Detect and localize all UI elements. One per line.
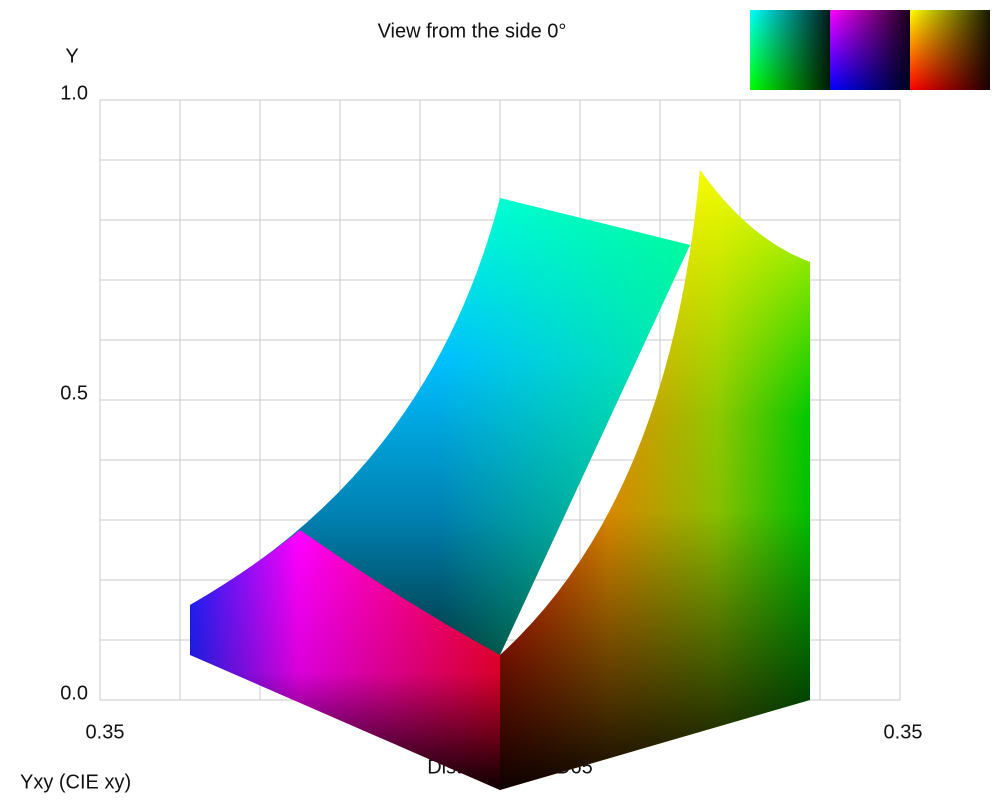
space-label: Yxy (CIE xy) bbox=[20, 771, 131, 793]
y-tick-label: 1.0 bbox=[60, 82, 88, 104]
y-ticks: 0.0 0.5 1.0 bbox=[60, 82, 900, 704]
color-solid bbox=[190, 170, 810, 790]
x-right-label: 0.35 bbox=[884, 721, 923, 743]
y-tick-label: 0.0 bbox=[60, 682, 88, 704]
color-swatches bbox=[750, 10, 990, 90]
y-axis-label: Y bbox=[65, 45, 78, 67]
chart-title: View from the side 0° bbox=[378, 20, 567, 42]
y-tick-label: 0.5 bbox=[60, 382, 88, 404]
x-left-label: 0.35 bbox=[86, 721, 125, 743]
